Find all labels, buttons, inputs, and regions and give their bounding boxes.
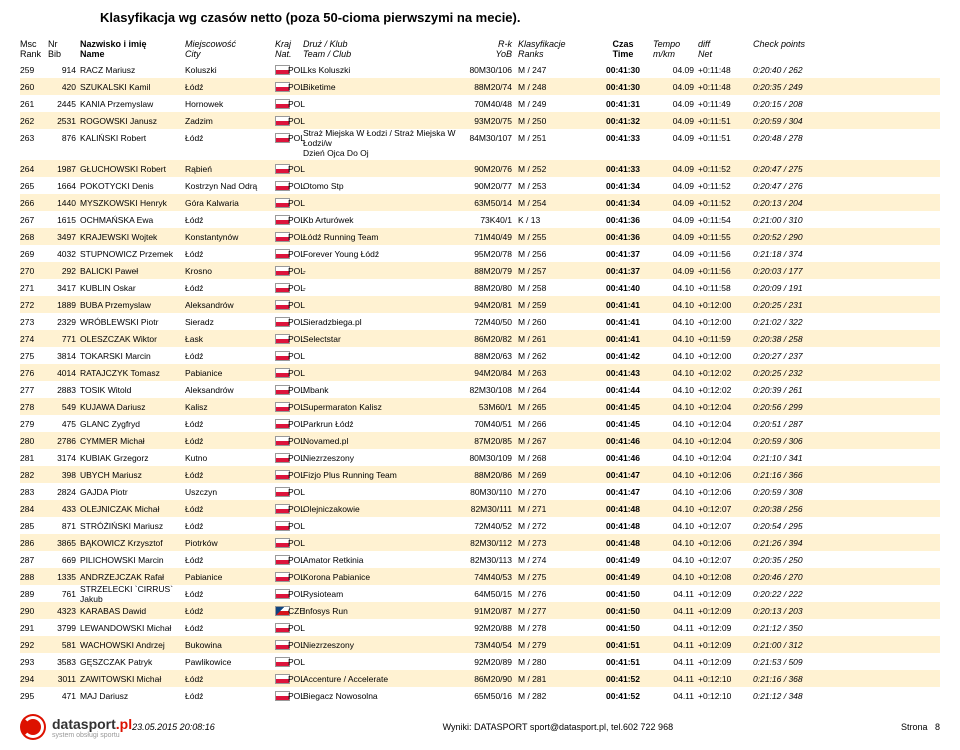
results-table: 259914RACZ MariuszKoluszkiPOLLks Koluszk… [20, 61, 940, 704]
table-row: 2802786CYMMER MichałŁódźPOLNovamed.pl87M… [20, 432, 940, 449]
page-title: Klasyfikacja wg czasów netto (poza 50-ci… [20, 10, 940, 25]
table-row: 278549KUJAWA DariuszKaliszPOLSupermarato… [20, 398, 940, 415]
table-row: 2813174KUBIAK GrzegorzKutnoPOLNiezrzeszo… [20, 449, 940, 466]
table-row: 282398UBYCH MariuszŁódźPOLFizjo Plus Run… [20, 466, 940, 483]
table-row: 259914RACZ MariuszKoluszkiPOLLks Koluszk… [20, 61, 940, 78]
table-row: 2933583GĘSZCZAK PatrykPawlikowicePOL92M2… [20, 653, 940, 670]
page-number: Strona 8 [901, 722, 940, 732]
table-row: 2651664POKOTYCKI DenisKostrzyn Nad OdrąP… [20, 177, 940, 194]
table-row: 285871STRÓŻIŃSKI MariuszŁódźPOL72M40/52M… [20, 517, 940, 534]
table-row: 2721889BUBA PrzemyslawAleksandrówPOL94M2… [20, 296, 940, 313]
table-row-extra: Dzień Ojca Do Oj [20, 146, 940, 160]
table-row: 279475GLANC ZygfrydŁódźPOLParkrun Łódź70… [20, 415, 940, 432]
table-row: 2832824GAJDA PiotrUszczynPOL80M30/110M /… [20, 483, 940, 500]
table-row: 2772883TOSIK WitoldAleksandrówPOLMbank82… [20, 381, 940, 398]
table-row: 295471MAJ DariuszŁódźPOLBiegacz Nowosoln… [20, 687, 940, 704]
table-row: 2671615OCHMAŃSKA EwaŁódźPOLKb Arturówek7… [20, 211, 940, 228]
table-header: MscRank NrBib Nazwisko i imięName Miejsc… [20, 39, 940, 59]
table-row: 2683497KRAJEWSKI WojtekKonstantynówPOLŁó… [20, 228, 940, 245]
page-footer: datasport.pl system obsługi sportu 23.05… [20, 714, 940, 740]
table-row: 2661440MYSZKOWSKI HenrykGóra KalwariaPOL… [20, 194, 940, 211]
table-row: 2943011ZAWITOWSKI MichałŁódźPOLAccenture… [20, 670, 940, 687]
table-row: 2764014RATAJCZYK TomaszPabianicePOL94M20… [20, 364, 940, 381]
table-row: 260420SZUKALSKI KamilŁódźPOLBiketime88M2… [20, 78, 940, 95]
table-row: 289761STRZELECKI `CIRRUS` JakubŁódźPOLRy… [20, 585, 940, 602]
table-row: 2732329WRÓBLEWSKI PiotrSieradzPOLSieradz… [20, 313, 940, 330]
table-row: 292581WACHOWSKI AndrzejBukowinaPOLNiezrz… [20, 636, 940, 653]
table-row: 2753814TOKARSKI MarcinŁódźPOL88M20/63M /… [20, 347, 940, 364]
table-row: 270292BALICKI PawełKrosnoPOL-88M20/79M /… [20, 262, 940, 279]
table-row: 263876KALIŃSKI RobertŁódźPOLStraż Miejsk… [20, 129, 940, 146]
table-row: 287669PILICHOWSKI MarcinŁódźPOLAmator Re… [20, 551, 940, 568]
table-row: 2622531ROGOWSKI JanuszZadzimPOL93M20/75M… [20, 112, 940, 129]
table-row: 2881335ANDRZEJCZAK RafałPabianicePOLKoro… [20, 568, 940, 585]
table-row: 284433OLEJNICZAK MichałŁódźPOLOlejniczak… [20, 500, 940, 517]
footer-center: Wyniki: DATASPORT sport@datasport.pl, te… [215, 722, 901, 732]
table-row: 2694032STUPNOWICZ PrzemekŁódźPOLForever … [20, 245, 940, 262]
timestamp: 23.05.2015 20:08:16 [132, 722, 215, 732]
table-row: 2913799LEWANDOWSKI MichałŁódźPOL92M20/88… [20, 619, 940, 636]
table-row: 2641987GŁUCHOWSKI RobertRąbieńPOL90M20/7… [20, 160, 940, 177]
table-row: 2713417KUBLIN OskarŁódźPOL-88M20/80M / 2… [20, 279, 940, 296]
table-row: 274771OLESZCZAK WiktorŁaskPOLSelectstar8… [20, 330, 940, 347]
logo-icon [20, 714, 46, 740]
table-row: 2904323KARABAS DawidŁódźCZEInfosys Run91… [20, 602, 940, 619]
table-row: 2612445KANIA PrzemyslawHornowekPOL70M40/… [20, 95, 940, 112]
table-row: 2863865BĄKOWICZ KrzysztofPiotrkówPOL82M3… [20, 534, 940, 551]
datasport-logo: datasport.pl system obsługi sportu [20, 714, 132, 740]
